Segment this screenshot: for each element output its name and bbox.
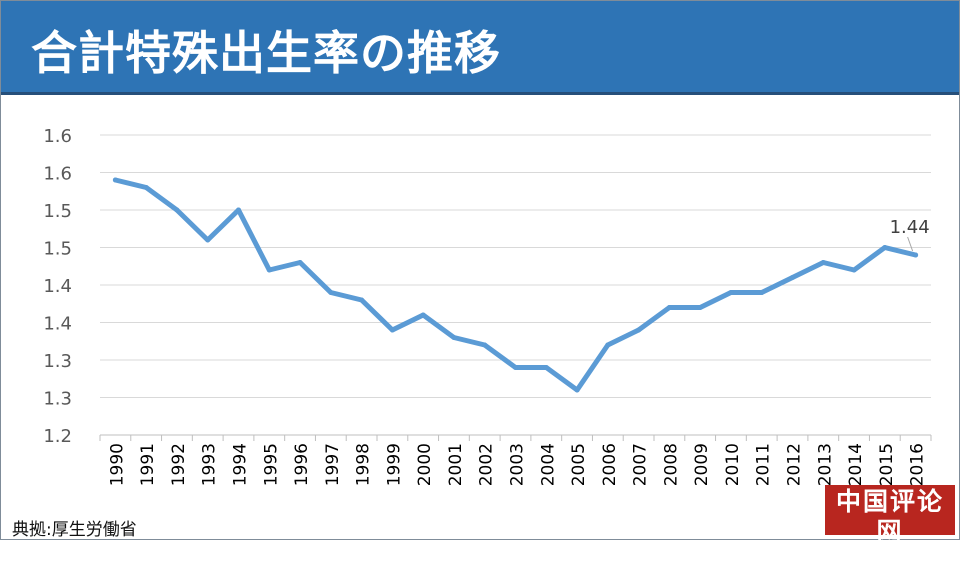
y-tick-label: 1.6 (43, 164, 72, 185)
line-chart: 1.2 1.3 1.3 1.4 1.4 1.5 1.5 1.6 1.6 1990 1991 1992… (43, 126, 932, 486)
data-label-leader (907, 236, 914, 252)
data-point (359, 297, 365, 303)
data-point (174, 207, 180, 213)
data-point (882, 245, 888, 250)
y-tick-label: 1.3 (43, 389, 72, 410)
y-axis-ticks: 1.2 1.3 1.3 1.4 1.4 1.5 1.5 1.6 1.6 (43, 126, 72, 447)
y-tick-label: 1.3 (43, 351, 72, 372)
y-tick-label: 1.5 (43, 239, 72, 260)
watermark-text: 中国评论网 (835, 487, 944, 546)
data-point (451, 335, 457, 340)
data-point (636, 327, 642, 333)
x-tick-label: 1994 (231, 443, 251, 486)
data-point (297, 260, 303, 265)
x-tick-label: 2014 (846, 443, 866, 486)
x-tick-label: 2016 (908, 443, 928, 486)
data-point (266, 267, 272, 273)
x-tick-label: 2000 (415, 443, 435, 486)
x-tick-label: 1995 (261, 443, 281, 486)
data-point (605, 342, 611, 348)
x-tick-label: 2003 (508, 443, 528, 486)
x-tick-label: 1997 (323, 443, 343, 486)
x-tick-label: 1993 (200, 443, 220, 486)
x-tick-label: 2013 (815, 443, 835, 486)
x-tick-label: 1998 (354, 443, 374, 486)
data-point (328, 290, 334, 295)
data-point (666, 305, 672, 310)
data-point (205, 237, 211, 243)
data-point (236, 207, 241, 213)
x-tick-label: 1992 (169, 443, 189, 486)
x-tick-label: 2006 (600, 443, 620, 486)
data-label: 1.44 (890, 217, 930, 238)
x-tick-label: 2005 (569, 443, 589, 486)
y-tick-label: 1.5 (43, 201, 72, 222)
source-note: 典拠:厚生労働省 (12, 520, 137, 540)
data-point (728, 290, 734, 295)
y-tick-label: 1.4 (43, 314, 72, 335)
page-title: 合計特殊出生率の推移 (31, 26, 501, 80)
x-tick-label: 1999 (384, 443, 404, 486)
x-tick-label: 2002 (477, 443, 497, 486)
y-tick-label: 1.2 (43, 426, 72, 447)
data-point (143, 185, 149, 190)
y-tick-label: 1.6 (43, 126, 72, 147)
data-point (543, 365, 549, 370)
data-point (759, 290, 765, 295)
x-tick-label: 1990 (107, 443, 127, 486)
title-bar: 合計特殊出生率の推移 (1, 1, 959, 95)
x-tick-label: 2008 (661, 443, 681, 486)
data-point (513, 365, 518, 370)
x-tick-label: 2009 (692, 443, 712, 486)
watermark-url: chinareview.com.cn (834, 548, 946, 559)
x-tick-label: 2015 (877, 443, 897, 486)
x-tick-label: 2011 (754, 443, 774, 486)
data-point (574, 387, 580, 393)
data-point (420, 312, 426, 318)
data-point (112, 177, 118, 183)
data-point (697, 305, 703, 310)
x-tick-label: 2001 (446, 443, 466, 486)
data-point (482, 342, 488, 348)
data-point (913, 252, 919, 258)
y-tick-label: 1.4 (43, 276, 72, 297)
x-tick-label: 2007 (631, 443, 651, 486)
x-tick-label: 1996 (292, 443, 312, 486)
gridlines (100, 134, 931, 436)
x-tick-label: 1991 (138, 443, 158, 486)
data-point (851, 267, 857, 273)
data-point (389, 327, 395, 333)
x-tick-label: 2012 (785, 443, 805, 486)
data-point (820, 260, 826, 265)
x-tick-label: 2010 (723, 443, 743, 486)
x-tick-label: 2004 (538, 443, 558, 486)
x-axis: 1990 1991 1992 1993 1994 1995 1996 1997 1998 1999… (99, 435, 932, 486)
data-point (790, 275, 795, 280)
data-labels: 1.44 (890, 217, 930, 252)
watermark-logo: 中国评论网 chinareview.com.cn (825, 485, 955, 559)
series-layer (112, 177, 919, 393)
